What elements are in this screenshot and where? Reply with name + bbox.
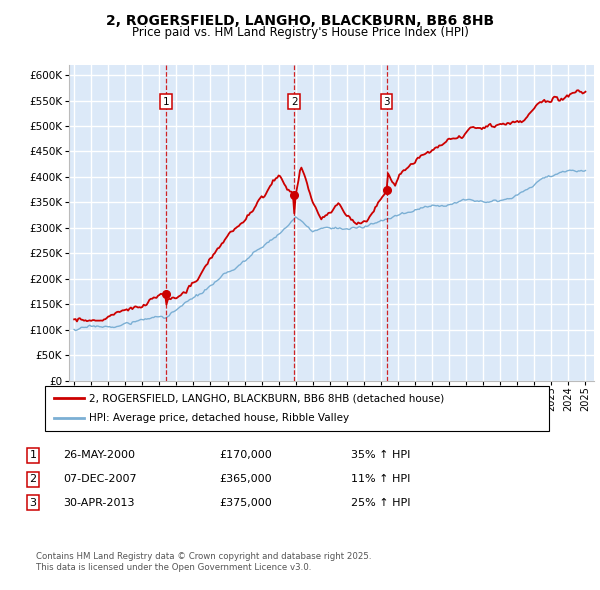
Text: 26-MAY-2000: 26-MAY-2000: [63, 451, 135, 460]
Text: 1: 1: [29, 451, 37, 460]
Text: 25% ↑ HPI: 25% ↑ HPI: [351, 498, 410, 507]
Text: 3: 3: [383, 97, 390, 107]
Text: 35% ↑ HPI: 35% ↑ HPI: [351, 451, 410, 460]
Text: 30-APR-2013: 30-APR-2013: [63, 498, 134, 507]
Text: 11% ↑ HPI: 11% ↑ HPI: [351, 474, 410, 484]
Text: 3: 3: [29, 498, 37, 507]
Text: Contains HM Land Registry data © Crown copyright and database right 2025.
This d: Contains HM Land Registry data © Crown c…: [36, 552, 371, 572]
Text: £375,000: £375,000: [219, 498, 272, 507]
Text: £365,000: £365,000: [219, 474, 272, 484]
Text: 2, ROGERSFIELD, LANGHO, BLACKBURN, BB6 8HB: 2, ROGERSFIELD, LANGHO, BLACKBURN, BB6 8…: [106, 14, 494, 28]
Text: 07-DEC-2007: 07-DEC-2007: [63, 474, 137, 484]
Text: £170,000: £170,000: [219, 451, 272, 460]
Text: 2: 2: [291, 97, 298, 107]
Text: 2: 2: [29, 474, 37, 484]
Text: Price paid vs. HM Land Registry's House Price Index (HPI): Price paid vs. HM Land Registry's House …: [131, 26, 469, 39]
Text: 2, ROGERSFIELD, LANGHO, BLACKBURN, BB6 8HB (detached house): 2, ROGERSFIELD, LANGHO, BLACKBURN, BB6 8…: [89, 394, 444, 404]
Text: HPI: Average price, detached house, Ribble Valley: HPI: Average price, detached house, Ribb…: [89, 413, 349, 423]
Text: 1: 1: [163, 97, 169, 107]
